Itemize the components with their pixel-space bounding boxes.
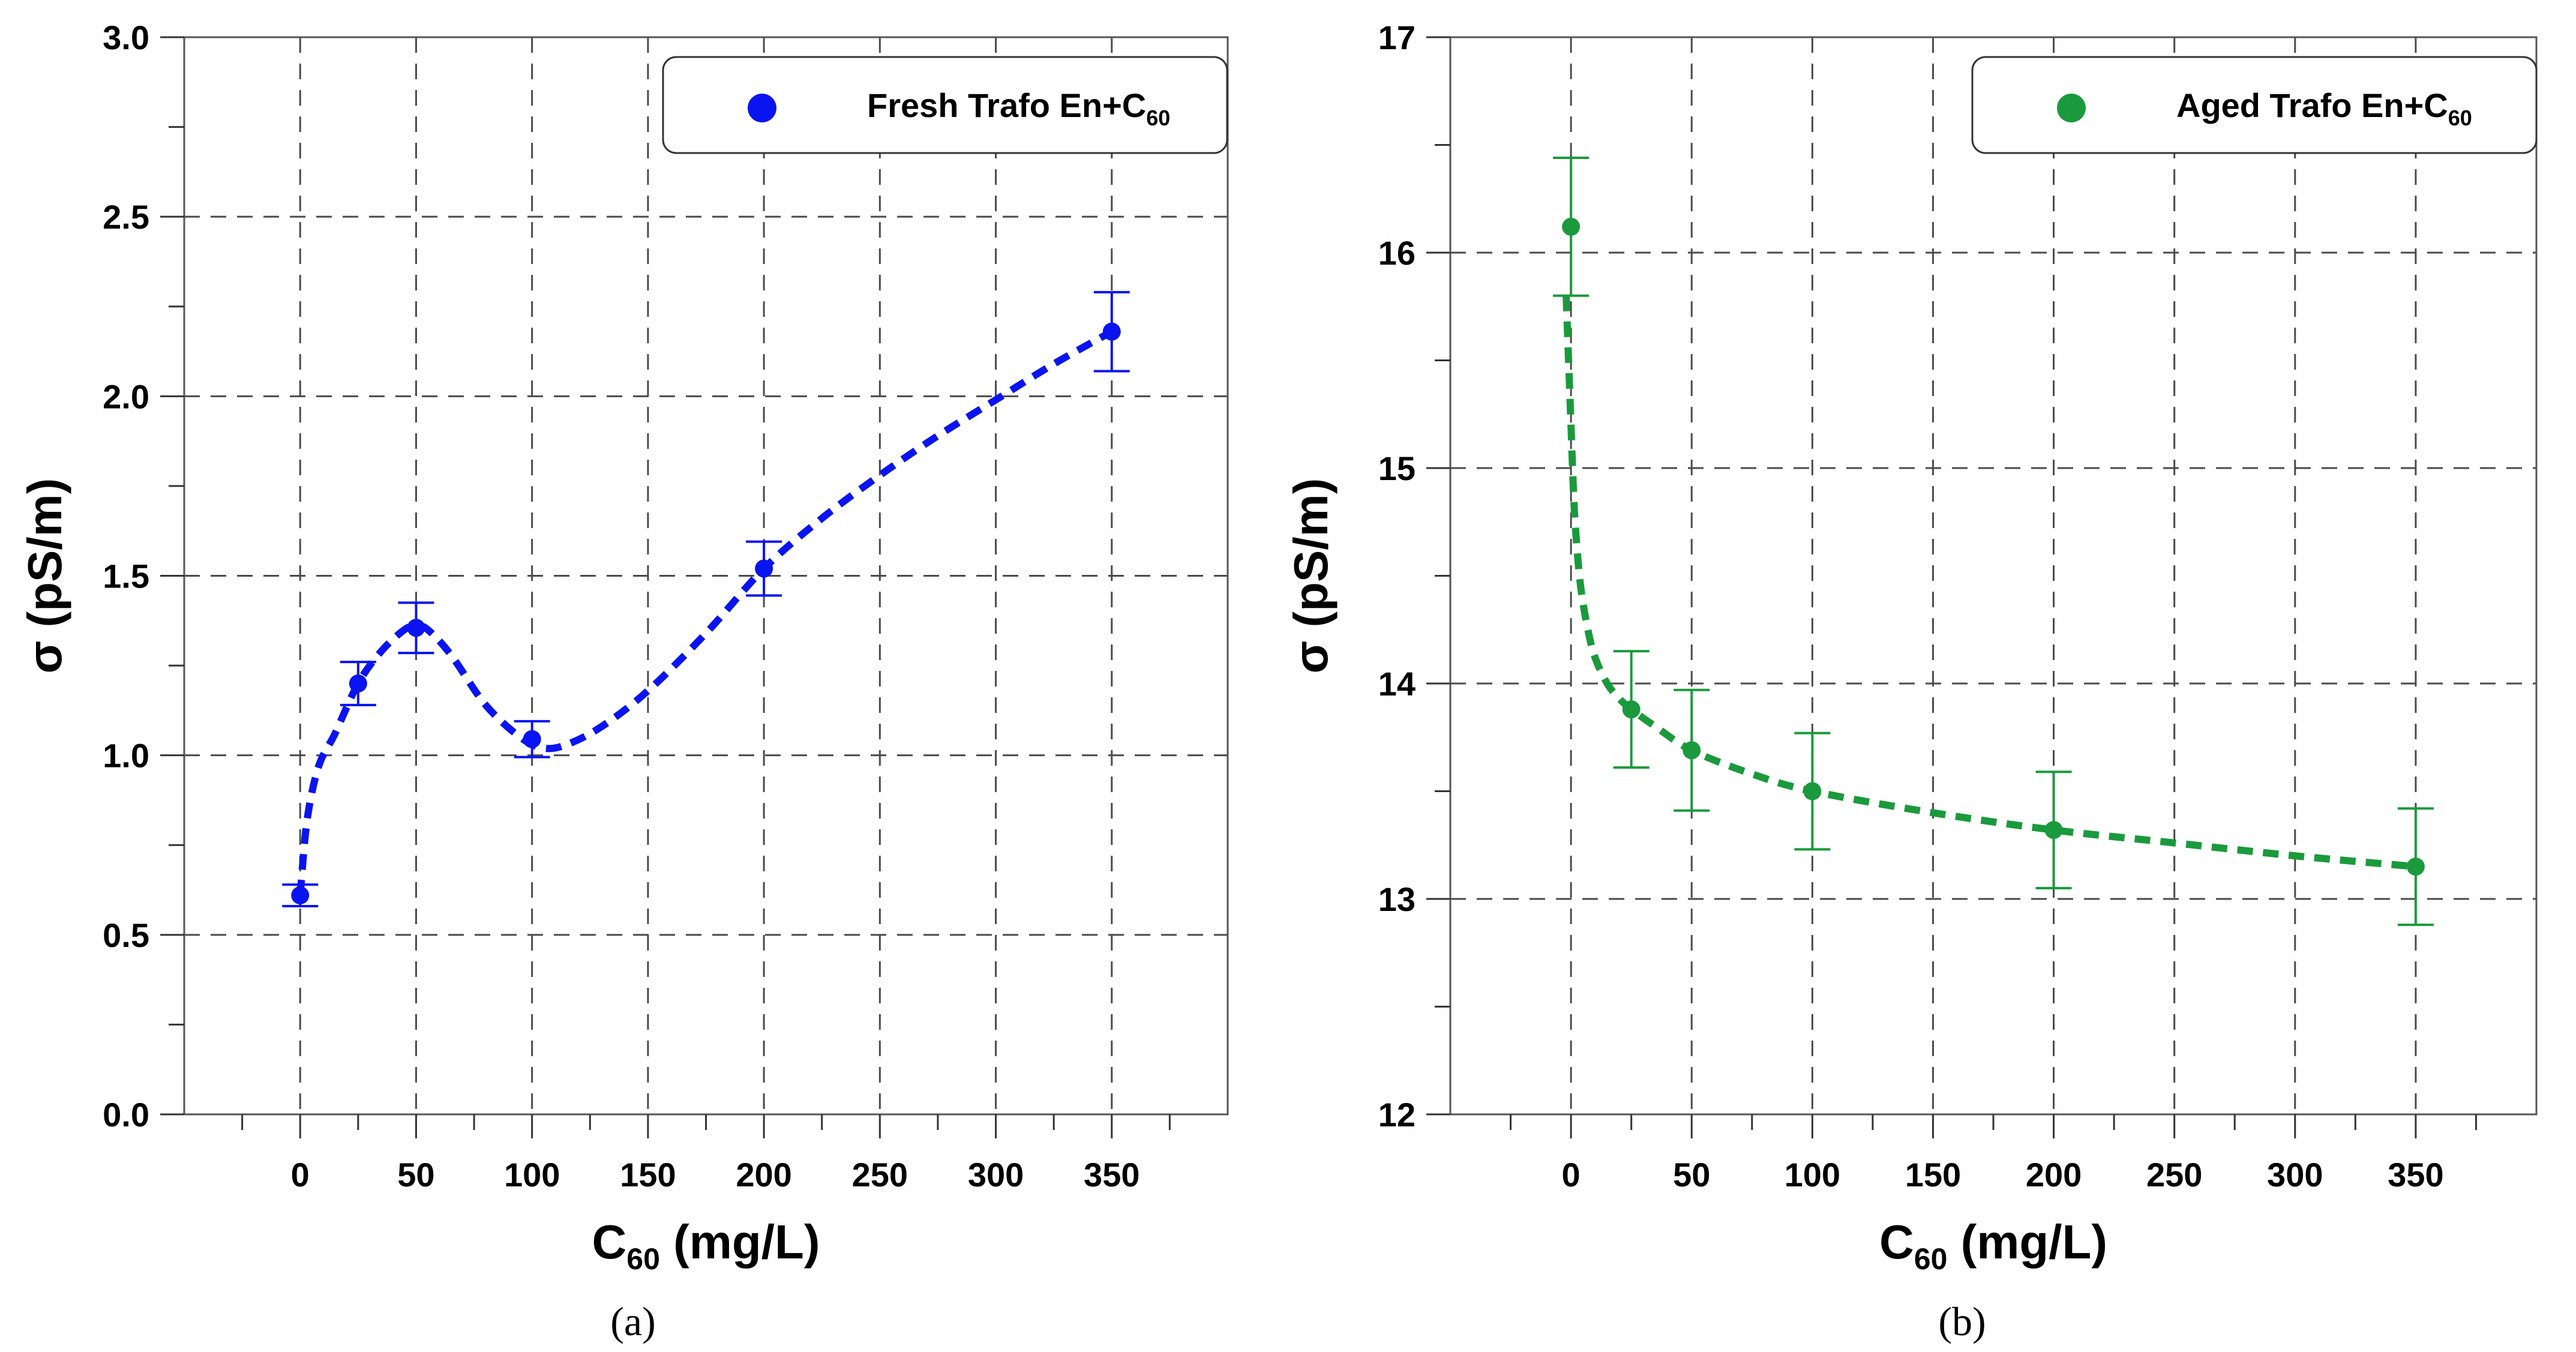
legend-label: Fresh Trafo En+C60 [867,86,1170,130]
data-point [1683,741,1701,760]
legend-label-subscript: 60 [1146,106,1170,130]
x-tick-label: 300 [968,1156,1024,1194]
plot-frame [183,36,1229,1116]
y-axis-title: σ (pS/m) [18,478,71,674]
data-point [349,674,367,693]
x-axis-title: C60 (mg/L) [592,1215,820,1276]
y-axis-title: σ (pS/m) [1284,478,1338,674]
x-tick-label: 350 [1084,1156,1139,1194]
y-tick-label: 16 [1378,234,1416,272]
y-tick-label: 17 [1378,19,1416,56]
legend-box [1971,56,2538,154]
x-axis-title-unit: (mg/L) [1947,1215,2107,1269]
x-axis-title-main: C [592,1215,626,1269]
x-tick-label: 0 [1562,1156,1581,1194]
legend-label-main: Fresh Trafo En+C [867,86,1146,124]
x-tick-label: 150 [620,1156,676,1194]
grid [1450,37,2536,1114]
y-tick-label: 2.0 [103,377,149,415]
y-tick-label: 3.0 [103,19,149,56]
data-point [2044,821,2063,840]
data-series [282,290,1130,907]
y-tick-label: 14 [1378,665,1416,703]
y-tick-label: 15 [1378,449,1416,487]
data-point [291,886,310,905]
x-tick-label: 200 [2026,1156,2082,1194]
legend-label-main: Aged Trafo En+C [2176,86,2448,124]
data-point [1803,782,1822,801]
y-tick-label: 0.0 [103,1096,149,1134]
legend-marker [748,94,776,122]
data-point [407,619,425,637]
x-tick-label: 50 [397,1156,434,1194]
data-point [2406,858,2425,876]
x-tick-label: 0 [291,1156,310,1194]
y-tick-label: 12 [1378,1096,1416,1134]
data-point [1622,700,1641,719]
y-tick-label: 2.5 [103,198,149,236]
x-axis-title: C60 (mg/L) [1879,1215,2107,1276]
data-point [523,730,541,748]
data-point [1562,217,1581,236]
x-tick-label: 250 [852,1156,908,1194]
ticks [1426,36,2477,1138]
x-tick-label: 50 [1673,1156,1710,1194]
x-axis-title-subscript: 60 [626,1242,660,1276]
x-tick-label: 200 [736,1156,791,1194]
legend-label: Aged Trafo En+C60 [2176,86,2472,130]
legend: Aged Trafo En+C60 [1971,56,2538,154]
y-tick-label: 1.0 [103,737,149,775]
fit-curve [1563,295,2416,871]
panel-caption: (b) [1938,1299,1986,1344]
legend-marker [2057,94,2086,122]
data-series [1553,157,2434,927]
x-tick-label: 300 [2267,1156,2323,1194]
x-tick-label: 150 [1905,1156,1961,1194]
y-tick-label: 13 [1378,880,1416,918]
fit-curve [296,328,1114,896]
chart-panel-a: 0 50 100 150 200 250 300 350 0.0 0.5 1.0 1.5 2.0 2.5 3… [18,19,1229,1344]
data-point [755,559,773,578]
x-axis-title-subscript: 60 [1914,1242,1948,1276]
legend: Fresh Trafo En+C60 [662,56,1228,154]
data-point [1102,322,1121,341]
legend-label-subscript: 60 [2448,106,2472,130]
legend-box [662,56,1228,154]
x-tick-label: 350 [2388,1156,2443,1194]
plot-frame [1449,36,2538,1116]
grid [184,37,1228,1114]
y-tick-label: 0.5 [103,916,149,954]
ticks [160,36,1171,1138]
x-tick-label: 250 [2146,1156,2202,1194]
panel-caption: (a) [610,1299,655,1344]
y-tick-label: 1.5 [103,557,149,595]
x-axis-title-unit: (mg/L) [660,1215,820,1269]
x-axis-title-main: C [1879,1215,1914,1269]
x-tick-label: 100 [1785,1156,1840,1194]
x-tick-label: 100 [504,1156,560,1194]
